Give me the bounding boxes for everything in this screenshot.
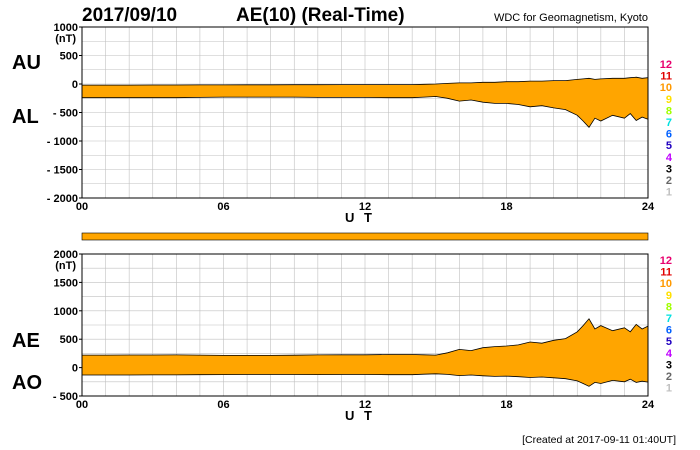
station-legend-item: 7 bbox=[666, 117, 672, 129]
y-tick-label: 0 bbox=[72, 363, 78, 375]
x-axis-label: U T bbox=[345, 408, 375, 423]
x-tick-label: 24 bbox=[642, 399, 655, 411]
station-legend-item: 4 bbox=[666, 152, 673, 164]
station-legend-item: 10 bbox=[660, 278, 672, 290]
station-legend-item: 5 bbox=[666, 140, 672, 152]
index-range-area bbox=[82, 318, 648, 387]
index-label-al: AL bbox=[12, 106, 39, 128]
station-legend-item: 12 bbox=[660, 59, 672, 71]
status-bar bbox=[81, 232, 649, 241]
y-tick-label: - 500 bbox=[53, 108, 78, 120]
station-legend-item: 9 bbox=[666, 94, 672, 106]
station-legend-item: 11 bbox=[660, 267, 672, 279]
station-legend-item: 4 bbox=[666, 348, 673, 360]
index-label-au: AU bbox=[12, 52, 41, 74]
y-tick-label: 1000 bbox=[54, 22, 78, 34]
index-label-ae: AE bbox=[12, 330, 40, 352]
x-tick-label: 00 bbox=[76, 399, 88, 411]
station-legend-item: 6 bbox=[666, 129, 672, 141]
unit-label: (nT) bbox=[55, 33, 76, 45]
y-tick-label: 0 bbox=[72, 79, 78, 91]
x-axis-label: U T bbox=[345, 210, 375, 225]
x-tick-label: 00 bbox=[76, 201, 88, 213]
plot-date: 2017/09/10 bbox=[82, 5, 177, 26]
x-tick-label: 24 bbox=[642, 201, 655, 213]
series-line-ae bbox=[82, 318, 649, 356]
x-tick-label: 12 bbox=[359, 201, 371, 213]
station-legend-item: 10 bbox=[660, 82, 672, 94]
plot-title: AE(10) (Real-Time) bbox=[236, 5, 405, 26]
station-legend-item: 3 bbox=[666, 163, 672, 175]
y-tick-label: 1500 bbox=[54, 277, 78, 289]
station-legend-item: 2 bbox=[666, 175, 672, 187]
station-legend-item: 6 bbox=[666, 325, 672, 337]
y-tick-label: 2000 bbox=[54, 249, 78, 261]
station-legend-item: 1 bbox=[666, 383, 672, 395]
y-tick-label: 500 bbox=[60, 334, 78, 346]
station-legend-item: 2 bbox=[666, 371, 672, 383]
created-timestamp: [Created at 2017-09-11 01:40UT] bbox=[522, 434, 676, 446]
y-tick-label: - 2000 bbox=[47, 193, 78, 205]
x-tick-label: 06 bbox=[217, 399, 229, 411]
y-tick-label: - 1000 bbox=[47, 136, 78, 148]
index-range-area bbox=[82, 77, 648, 128]
plot-frame bbox=[81, 253, 649, 397]
station-legend-item: 11 bbox=[660, 71, 672, 83]
x-tick-label: 06 bbox=[217, 201, 229, 213]
station-legend-item: 3 bbox=[666, 359, 672, 371]
station-legend-item: 8 bbox=[666, 105, 672, 117]
station-legend-item: 12 bbox=[660, 255, 672, 267]
station-legend-item: 8 bbox=[666, 301, 672, 313]
station-legend-item: 7 bbox=[666, 313, 672, 325]
y-tick-label: 1000 bbox=[54, 306, 78, 318]
y-tick-label: 500 bbox=[60, 51, 78, 63]
data-source: WDC for Geomagnetism, Kyoto bbox=[494, 12, 648, 24]
series-line-al bbox=[82, 96, 649, 128]
y-tick-label: - 1500 bbox=[47, 165, 78, 177]
station-legend-item: 9 bbox=[666, 290, 672, 302]
x-tick-label: 12 bbox=[359, 399, 371, 411]
station-legend-item: 5 bbox=[666, 336, 672, 348]
index-label-ao: AO bbox=[12, 372, 42, 394]
series-line-ao bbox=[82, 373, 649, 387]
x-tick-label: 18 bbox=[500, 399, 512, 411]
y-tick-label: - 500 bbox=[53, 391, 78, 403]
series-line-au bbox=[82, 76, 649, 86]
x-tick-label: 18 bbox=[500, 201, 512, 213]
station-legend-item: 1 bbox=[666, 187, 672, 199]
unit-label: (nT) bbox=[55, 260, 76, 272]
